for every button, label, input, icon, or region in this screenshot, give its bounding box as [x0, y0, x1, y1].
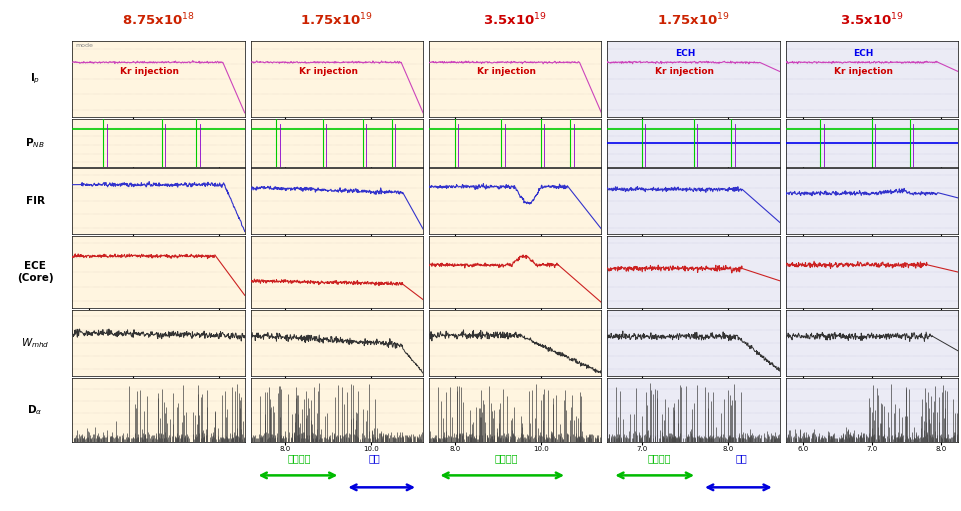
Text: 3.5x10$^{19}$: 3.5x10$^{19}$ [839, 12, 902, 29]
Text: Kr injection: Kr injection [654, 67, 714, 76]
Text: mode: mode [76, 43, 93, 48]
Text: 1.75x10$^{19}$: 1.75x10$^{19}$ [300, 12, 373, 29]
Text: 3.5x10$^{19}$: 3.5x10$^{19}$ [482, 12, 547, 29]
Text: Kr injection: Kr injection [120, 67, 179, 76]
Text: 8.75x10$^{18}$: 8.75x10$^{18}$ [122, 12, 195, 29]
Text: ECH: ECH [852, 49, 873, 58]
Text: FIR: FIR [26, 196, 44, 206]
Text: 완전억제: 완전억제 [494, 453, 518, 463]
Text: $W_{mhd}$: $W_{mhd}$ [21, 336, 49, 350]
Text: Kr injection: Kr injection [298, 67, 357, 76]
Text: 완전억제: 완전억제 [647, 453, 670, 463]
Text: I$_p$: I$_p$ [30, 72, 40, 86]
Text: Kr injection: Kr injection [477, 67, 535, 76]
Text: Kr injection: Kr injection [833, 67, 892, 76]
Text: 완화: 완화 [368, 453, 381, 463]
Text: P$_{NB}$: P$_{NB}$ [25, 136, 45, 150]
Text: D$_\alpha$: D$_\alpha$ [28, 403, 42, 416]
Text: 1.75x10$^{19}$: 1.75x10$^{19}$ [656, 12, 729, 29]
Text: ECE
(Core): ECE (Core) [16, 261, 54, 283]
Text: 완전억제: 완전억제 [286, 453, 310, 463]
Text: ECH: ECH [674, 49, 695, 58]
Text: 완화: 완화 [735, 453, 747, 463]
